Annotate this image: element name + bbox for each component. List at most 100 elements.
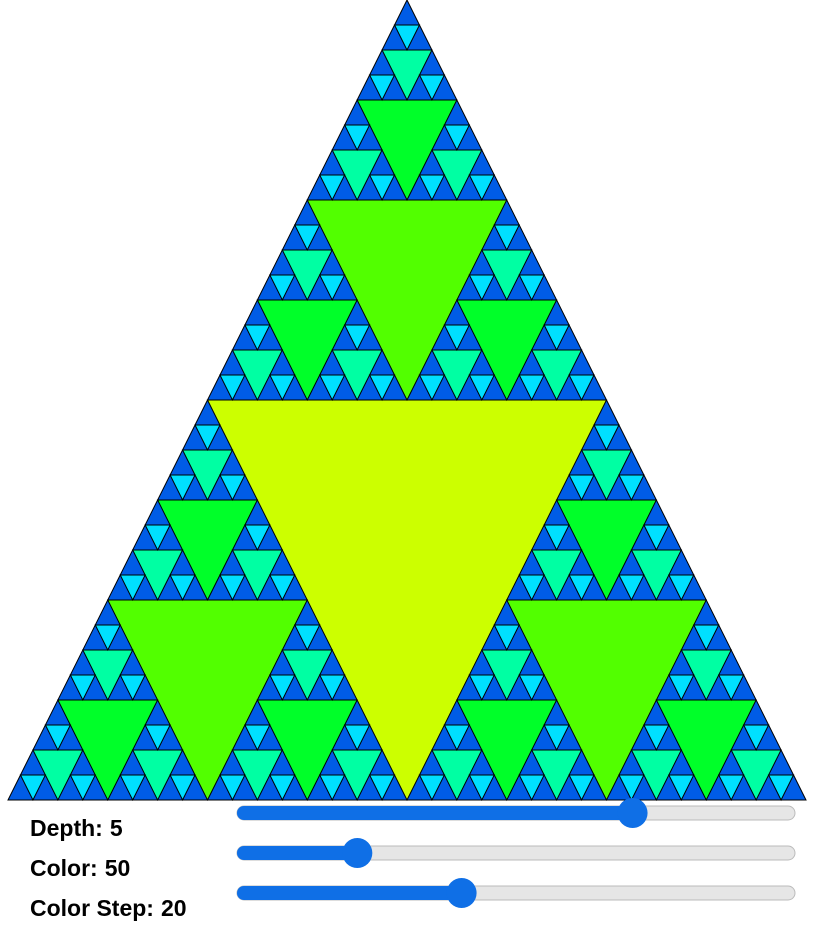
triangle bbox=[94, 624, 122, 652]
triangle bbox=[119, 574, 146, 602]
triangle bbox=[443, 324, 471, 352]
triangle bbox=[119, 774, 146, 802]
controls: Depth: 5 Color: 50 Color Step: 20 bbox=[30, 798, 796, 921]
triangle bbox=[244, 524, 271, 552]
triangle bbox=[543, 324, 570, 352]
triangle bbox=[468, 774, 496, 802]
triangle bbox=[418, 174, 446, 202]
triangle bbox=[668, 774, 695, 802]
triangle bbox=[518, 374, 545, 402]
triangle bbox=[318, 274, 346, 302]
triangle bbox=[418, 74, 446, 102]
triangle bbox=[343, 724, 371, 752]
triangle bbox=[44, 724, 72, 752]
triangle bbox=[493, 224, 521, 252]
triangle bbox=[543, 524, 570, 552]
triangle bbox=[668, 574, 695, 602]
triangle bbox=[518, 574, 545, 602]
triangle bbox=[293, 224, 321, 252]
triangle bbox=[493, 624, 521, 652]
triangle bbox=[318, 674, 346, 702]
slider-thumb[interactable] bbox=[617, 798, 648, 828]
label-text: Depth: bbox=[30, 815, 103, 841]
triangle bbox=[468, 374, 496, 402]
slider[interactable] bbox=[236, 838, 796, 868]
triangle bbox=[269, 274, 296, 302]
triangle bbox=[468, 274, 496, 302]
triangle bbox=[194, 424, 221, 452]
triangle bbox=[169, 474, 196, 502]
triangle bbox=[368, 774, 396, 802]
triangle bbox=[518, 774, 545, 802]
triangle bbox=[293, 624, 321, 652]
triangle bbox=[717, 774, 745, 802]
triangle bbox=[169, 774, 196, 802]
triangle bbox=[618, 474, 645, 502]
slider-fill bbox=[237, 886, 462, 900]
triangle bbox=[767, 774, 795, 802]
triangle bbox=[244, 324, 271, 352]
triangle bbox=[269, 774, 296, 802]
label-value: 50 bbox=[105, 855, 131, 881]
triangle bbox=[692, 624, 720, 652]
triangle bbox=[618, 574, 645, 602]
triangle bbox=[269, 674, 296, 702]
triangle bbox=[593, 424, 620, 452]
triangle bbox=[443, 724, 471, 752]
triangle bbox=[219, 574, 246, 602]
triangle bbox=[19, 774, 47, 802]
triangle bbox=[717, 674, 745, 702]
triangle bbox=[418, 374, 446, 402]
control-label: Depth: 5 bbox=[30, 815, 123, 841]
triangle bbox=[418, 774, 446, 802]
triangle bbox=[643, 724, 670, 752]
triangle bbox=[343, 324, 371, 352]
triangle bbox=[119, 674, 146, 702]
slider-fill bbox=[237, 846, 358, 860]
triangle bbox=[269, 374, 296, 402]
slider-thumb[interactable] bbox=[446, 878, 477, 908]
triangle bbox=[568, 474, 595, 502]
slider[interactable] bbox=[236, 798, 796, 828]
triangle bbox=[219, 474, 246, 502]
triangle bbox=[368, 374, 396, 402]
control-label: Color: 50 bbox=[30, 855, 130, 881]
triangle bbox=[368, 74, 396, 102]
triangle bbox=[393, 24, 421, 52]
slider-fill bbox=[237, 806, 633, 820]
sierpinski-triangle bbox=[7, 0, 807, 802]
triangle bbox=[144, 524, 171, 552]
label-text: Color: bbox=[30, 855, 98, 881]
triangle bbox=[318, 374, 346, 402]
label-value: 5 bbox=[110, 815, 123, 841]
triangle bbox=[443, 124, 471, 152]
triangle bbox=[468, 174, 496, 202]
triangle bbox=[144, 724, 171, 752]
triangle bbox=[568, 574, 595, 602]
triangle bbox=[368, 174, 396, 202]
triangle bbox=[269, 574, 296, 602]
triangle bbox=[518, 274, 545, 302]
triangle bbox=[219, 374, 246, 402]
triangle bbox=[244, 724, 271, 752]
triangle bbox=[468, 674, 496, 702]
triangle bbox=[543, 724, 570, 752]
triangle bbox=[69, 774, 97, 802]
triangle bbox=[518, 674, 545, 702]
label-value: 20 bbox=[161, 895, 187, 921]
triangle bbox=[668, 674, 695, 702]
triangle bbox=[343, 124, 371, 152]
triangle bbox=[643, 524, 670, 552]
triangle bbox=[169, 574, 196, 602]
triangle bbox=[568, 374, 595, 402]
triangle bbox=[568, 774, 595, 802]
triangle bbox=[69, 674, 97, 702]
slider-thumb[interactable] bbox=[342, 838, 373, 868]
control-label: Color Step: 20 bbox=[30, 895, 187, 921]
slider[interactable] bbox=[236, 878, 796, 908]
triangle bbox=[318, 774, 346, 802]
triangle bbox=[318, 174, 346, 202]
triangle bbox=[742, 724, 770, 752]
triangle bbox=[219, 774, 246, 802]
